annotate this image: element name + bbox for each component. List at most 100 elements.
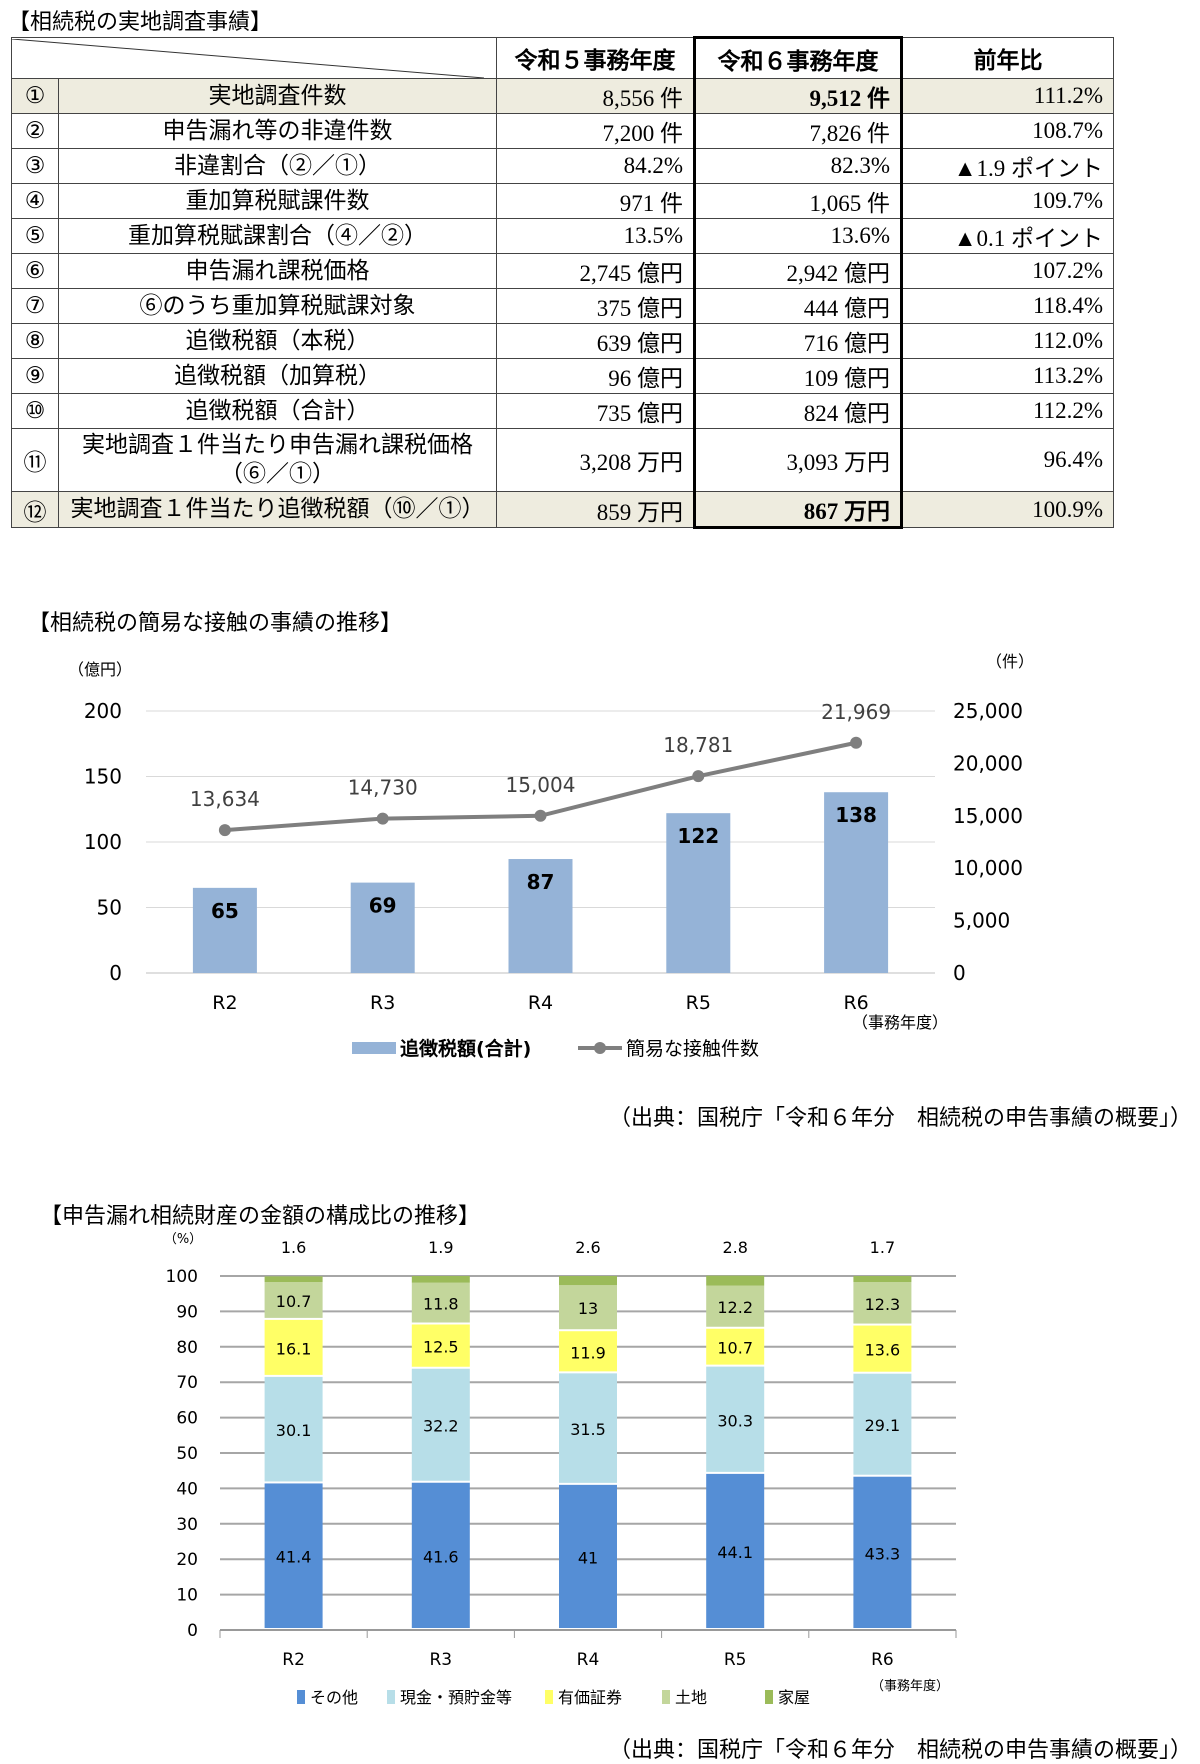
segment-value-label: 13 (578, 1299, 598, 1318)
y2-axis-unit: （件） (986, 652, 1034, 671)
value-ratio: 96.4% (901, 428, 1114, 492)
legend-swatch (545, 1690, 553, 1704)
y-tick-label: 20 (176, 1550, 198, 1570)
x-tick-label: R6 (871, 1650, 894, 1670)
y-tick-label: 0 (187, 1621, 198, 1641)
stacked-bar-segment (706, 1328, 765, 1365)
y-tick-label: 100 (166, 1267, 198, 1287)
x-tick-label: R5 (686, 992, 711, 1014)
legend-swatch (765, 1690, 773, 1704)
stacked-bar-segment (411, 1276, 470, 1283)
segment-value-label: 41.4 (276, 1548, 312, 1567)
y2-tick-label: 10,000 (953, 856, 1023, 880)
row-number: ⑦ (11, 288, 59, 324)
legend-label: その他 (310, 1688, 358, 1707)
y2-tick-label: 25,000 (953, 699, 1023, 723)
table-row: ⑨ 追徴税額（加算税） 96 億円 109 億円 113.2% (11, 358, 1114, 394)
table-row: ⑩ 追徴税額（合計） 735 億円 824 億円 112.2% (11, 393, 1114, 429)
value-r6: 82.3% (693, 148, 903, 184)
row-label: 実地調査件数 (58, 78, 497, 114)
y-tick-label: 90 (176, 1302, 198, 1322)
stacked-bar-segment (706, 1285, 765, 1327)
stacked-bar-segment (264, 1483, 323, 1628)
stacked-bar-segment (559, 1285, 617, 1330)
legend-line-marker (594, 1042, 606, 1054)
bar (350, 882, 415, 973)
line-point (534, 809, 547, 822)
y-tick-label: 80 (176, 1338, 198, 1358)
header-r6: 令和６事務年度 (693, 36, 903, 79)
row-label: 重加算税賦課件数 (58, 183, 497, 219)
value-ratio: ▲1.9 ポイント (901, 148, 1114, 184)
row-number: ⑫ (11, 491, 59, 528)
value-r5: 2,745 億円 (496, 253, 695, 289)
table-row: ④ 重加算税賦課件数 971 件 1,065 件 109.7% (11, 183, 1114, 219)
segment-value-label: 43.3 (865, 1544, 901, 1563)
y-axis-unit: （%） (164, 1232, 202, 1247)
bar-value-label: 138 (835, 803, 877, 827)
table-row: ⑪ 実地調査１件当たり申告漏れ課税価格（⑥／①） 3,208 万円 3,093 万円 9… (11, 428, 1114, 492)
segment-value-label: 31.5 (570, 1420, 606, 1439)
table-title: 【相続税の実地調査事績】 (8, 9, 273, 34)
row-number: ⑨ (11, 358, 59, 394)
table-row: ⑧ 追徴税額（本税） 639 億円 716 億円 112.0% (11, 323, 1114, 359)
x-axis-unit: （事務年度） (871, 1678, 949, 1694)
row-label: 重加算税賦課割合（④／②） (58, 218, 497, 254)
row-number: ⑩ (11, 393, 59, 429)
y-axis-unit: （億円） (68, 660, 132, 679)
line-value-label: 21,969 (821, 700, 891, 724)
stacked-bar-segment (853, 1325, 912, 1372)
top-value-label: 2.6 (575, 1238, 600, 1257)
table-row: ③ 非違割合（②／①） 84.2% 82.3% ▲1.9 ポイント (11, 148, 1114, 184)
bar (192, 887, 257, 973)
value-r6: 7,826 件 (693, 113, 903, 149)
composition-chart: （%） 0 10 20 30 40 50 60 70 80 90 100 41.4 30.1 16.1 10.… (164, 1232, 957, 1707)
row-label: 申告漏れ等の非違件数 (58, 113, 497, 149)
table-row: ① 実地調査件数 8,556 件 9,512 件 111.2% (11, 78, 1114, 114)
stacked-bar-segment (411, 1368, 470, 1481)
value-r5: 7,200 件 (496, 113, 695, 149)
bar-value-label: 69 (369, 894, 397, 918)
y-tick-label: 200 (84, 699, 122, 723)
legend-swatch (387, 1690, 395, 1704)
chart2-source: （出典：国税庁「令和６年分 相続税の申告事績の概要」） (608, 1737, 1192, 1762)
value-r6: 716 億円 (693, 323, 903, 359)
segment-value-label: 41 (578, 1548, 598, 1567)
row-label: 申告漏れ課税価格 (58, 253, 497, 289)
stacked-bar-segment (264, 1276, 323, 1283)
value-r6: 1,065 件 (693, 183, 903, 219)
segment-value-label: 11.8 (423, 1295, 459, 1314)
segment-value-label: 11.9 (570, 1343, 606, 1362)
row-label: 実地調査１件当たり申告漏れ課税価格（⑥／①） (58, 428, 497, 492)
stacked-bar-segment (559, 1276, 617, 1286)
value-r6: 3,093 万円 (693, 428, 903, 492)
stacked-bar-segment (411, 1324, 470, 1367)
value-ratio: 109.7% (901, 183, 1114, 219)
chart2-title: 【申告漏れ相続財産の金額の構成比の推移】 (40, 1203, 481, 1228)
value-r6: 109 億円 (693, 358, 903, 394)
legend-swatch (297, 1690, 305, 1704)
row-number: ② (11, 113, 59, 149)
value-r6: 444 億円 (693, 288, 903, 324)
line-value-label: 15,004 (506, 773, 576, 797)
line-value-label: 18,781 (663, 733, 733, 757)
row-number: ⑪ (11, 428, 59, 492)
legend-swatch (662, 1690, 670, 1704)
bar (508, 859, 573, 973)
value-r6: 9,512 件 (693, 78, 903, 114)
stacked-bar-segment (853, 1276, 912, 1283)
chart1-title: 【相続税の簡易な接触の事績の推移】 (28, 610, 403, 635)
top-value-label: 2.8 (722, 1238, 747, 1257)
value-r5: 96 億円 (496, 358, 695, 394)
bar-value-label: 122 (677, 824, 719, 848)
table-row: ⑦ ⑥のうち重加算税賦課対象 375 億円 444 億円 118.4% (11, 288, 1114, 324)
stacked-bar-segment (264, 1376, 323, 1482)
row-label: ⑥のうち重加算税賦課対象 (58, 288, 497, 324)
x-axis-unit: （事務年度） (852, 1013, 948, 1032)
value-r5: 3,208 万円 (496, 428, 695, 492)
legend-label: 現金・預貯金等 (400, 1688, 512, 1707)
segment-value-label: 30.3 (717, 1411, 753, 1430)
value-r5: 735 億円 (496, 393, 695, 429)
y-tick-label: 150 (84, 765, 122, 789)
row-label: 追徴税額（合計） (58, 393, 497, 429)
